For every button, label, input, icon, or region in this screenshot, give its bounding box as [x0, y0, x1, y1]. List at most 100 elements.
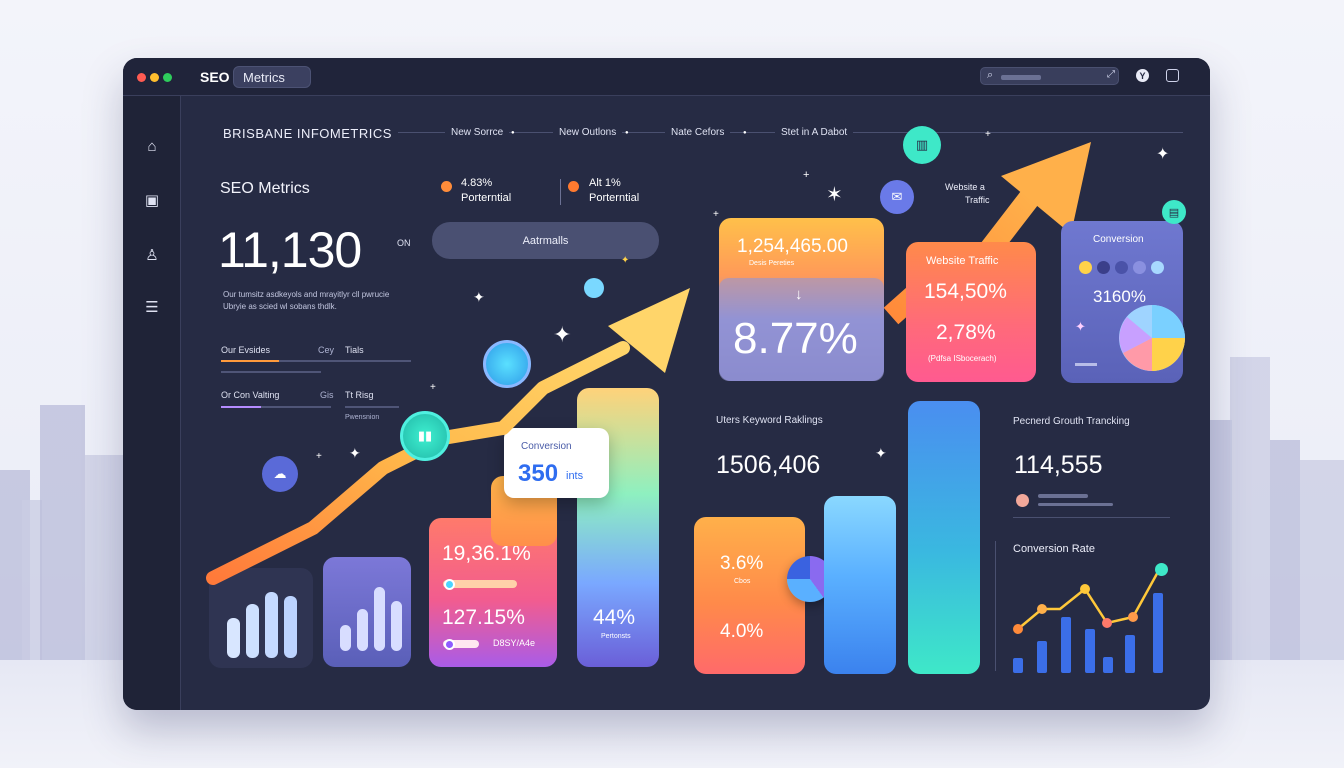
gradient-card-value-2: 127.15%	[442, 606, 525, 629]
search-input[interactable]: ⌕ ⤢	[980, 67, 1119, 85]
conversion-pie	[1119, 305, 1185, 371]
website-traffic-value-2: 2,78%	[936, 321, 996, 344]
mini-stat-2-right: Tt Risg	[345, 390, 374, 400]
chart-bubble-icon: ▮▮	[400, 411, 450, 461]
website-traffic-value-1: 154,50%	[924, 280, 1007, 303]
sidebar: ⌂ ▣ ♙ ☰	[123, 96, 181, 710]
mini-stat-1-mid: Cey	[318, 345, 335, 355]
conversion-rate-line	[1013, 573, 1159, 634]
overview-desc-1: Our tumsitz asdkeyols and mrayitlyr cll …	[223, 290, 390, 299]
window-icon[interactable]	[1166, 69, 1179, 82]
conversion-rate-point	[1128, 612, 1138, 622]
float-label-line1: Website a	[945, 182, 985, 192]
stat1-value: 4.83%	[461, 177, 493, 189]
mini-stat-2-sub: Pwensnion	[345, 414, 380, 421]
tall-gradient-bar: 44% Pertonsts	[577, 388, 659, 667]
sidebar-store-icon[interactable]: ▣	[144, 192, 160, 209]
sessions-value-top: 1,254,465.00	[737, 236, 848, 257]
maximize-dot[interactable]	[163, 73, 172, 82]
conversion-pie-card: Conversion 3160% ✦	[1061, 221, 1185, 383]
keyword-title: Uters Keyword Raklings	[716, 415, 823, 426]
sidebar-home-icon[interactable]: ⌂	[147, 138, 157, 155]
conversion-rate-bar	[1085, 629, 1095, 673]
conversion-rate-point	[1102, 618, 1112, 628]
mini-stat-1-right: Tials	[345, 345, 364, 355]
stat1-icon	[441, 181, 452, 192]
sessions-value-big: 8.77%	[733, 314, 858, 363]
title-bar: SEO Metrics ⌕ ⤢ Y	[123, 58, 1210, 96]
teal-bar	[908, 401, 980, 674]
conversion-rate-bar	[1061, 617, 1071, 673]
website-traffic-sub: (Pdfsa ISbocerach)	[928, 354, 997, 363]
bar-icon: ▥	[903, 126, 941, 164]
tab-metrics[interactable]: Metrics	[233, 66, 311, 88]
page-title: SEO Metrics	[220, 180, 310, 197]
growth-title: Pecnerd Grouth Trancking	[1013, 416, 1130, 427]
mini-stat-2-progress	[221, 406, 261, 408]
tall-bar-label: Pertonsts	[601, 633, 631, 640]
stat2-value: Alt 1%	[589, 177, 621, 189]
conversion-rate-point	[1155, 563, 1168, 576]
conversion-rate-bar	[1037, 641, 1047, 673]
big-metric-suffix: ON	[397, 238, 411, 248]
conversion-rate-point	[1013, 624, 1023, 634]
small-orb-icon	[584, 278, 604, 298]
cloud-icon: ☁	[262, 456, 298, 492]
website-traffic-title: Website Traffic	[926, 255, 999, 267]
sidebar-user-icon[interactable]: ♙	[145, 247, 159, 264]
search-icon: ⌕	[987, 69, 994, 81]
growth-value: 114,555	[1014, 451, 1103, 479]
float-label-line2: Traffic	[965, 195, 990, 205]
conversion-rate-bar	[1103, 657, 1113, 673]
conversion-card-title: Conversion	[1093, 234, 1144, 245]
bar-card-1	[209, 568, 313, 668]
nav-item-3[interactable]: Nate Cefors	[665, 127, 731, 138]
sidebar-bank-icon[interactable]: ☰	[145, 299, 159, 316]
stat2-icon	[568, 181, 579, 192]
profile-icon[interactable]: Y	[1136, 69, 1149, 82]
mini-stat-1-left: Our Evsides	[221, 345, 271, 355]
conversion-card-value: 3160%	[1093, 287, 1146, 306]
action-button[interactable]: Aatrmalls	[432, 222, 659, 259]
nav-item-4[interactable]: Stet in A Dabot	[775, 127, 854, 138]
overview-desc-2: Ubryie as scied wl sobans thdlk.	[223, 302, 337, 311]
orange-card-sub-1: Cbos	[734, 578, 751, 585]
keyword-value: 1506,406	[716, 451, 821, 479]
website-traffic-card: Website Traffic 154,50% 2,78% (Pdfsa ISb…	[906, 242, 1036, 382]
stat1-label: Porterntial	[461, 192, 512, 204]
mini-stat-2-left: Or Con Valting	[221, 390, 280, 400]
growth-arrow-left	[206, 288, 690, 585]
app-window: SEO Metrics ⌕ ⤢ Y ⌂ ▣ ♙ ☰ BRISBANE INFOM…	[123, 58, 1210, 710]
conversion-callout: Conversion 350 ints	[504, 428, 609, 498]
bar-card-2	[323, 557, 411, 667]
nav-item-2[interactable]: New Outlons	[553, 127, 623, 138]
app-name: SEO	[200, 69, 230, 85]
orange-metric-card: 3.6% Cbos 4.0%	[694, 517, 805, 674]
minimize-dot[interactable]	[150, 73, 159, 82]
conversion-rate-bar	[1125, 635, 1135, 673]
conversion-callout-value: 350	[518, 460, 559, 487]
tall-bar-value: 44%	[593, 606, 636, 629]
conversion-badge-icon: ▤	[1162, 200, 1186, 224]
growth-legend-dot	[1016, 494, 1029, 507]
conversion-rate-chart	[1013, 573, 1181, 673]
mail-icon: ✉	[880, 180, 914, 214]
orange-card-value-1: 3.6%	[720, 553, 764, 574]
blue-bar	[824, 496, 896, 674]
sessions-card: 1,254,465.00 Desis Pereties ↓ 8.77%	[719, 218, 884, 381]
conversion-rate-point	[1080, 584, 1090, 594]
close-dot[interactable]	[137, 73, 146, 82]
mini-stat-2-mid: Gis	[320, 390, 334, 400]
brand-name: BRISBANE INFOMETRICS	[223, 126, 392, 141]
conversion-rate-point	[1037, 604, 1047, 614]
expand-icon[interactable]: ⤢	[1107, 69, 1115, 80]
conversion-rate-title: Conversion Rate	[1013, 543, 1095, 555]
nav-item-1[interactable]: New Sorrce	[445, 127, 510, 138]
glow-orb-icon	[483, 340, 531, 388]
conversion-rate-bar	[1013, 658, 1023, 673]
down-arrow-icon: ↓	[795, 286, 803, 303]
conversion-callout-title: Conversion	[521, 441, 572, 452]
mini-stat-1-progress	[221, 360, 279, 362]
sessions-sub-top: Desis Pereties	[749, 260, 795, 267]
stat2-label: Porterntial	[589, 192, 640, 204]
